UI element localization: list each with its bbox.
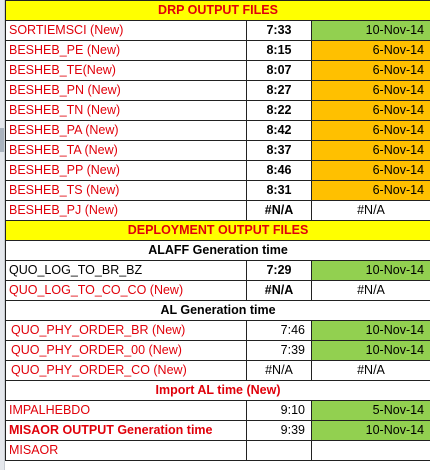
- file-label[interactable]: QUO_PHY_ORDER_BR (New): [5, 320, 247, 341]
- date-cell[interactable]: 5-Nov-14: [310, 400, 430, 421]
- table-row: BESHEB_PA (New) 8:42 6-Nov-14: [5, 120, 430, 141]
- date-cell[interactable]: 10-Nov-14: [310, 320, 430, 341]
- time-cell[interactable]: 7:46: [246, 320, 312, 341]
- file-label[interactable]: QUO_PHY_ORDER_CO (New): [5, 360, 247, 381]
- table-row: QUO_PHY_ORDER_CO (New) #N/A #N/A: [5, 360, 430, 381]
- time-cell[interactable]: #N/A: [246, 280, 312, 301]
- table-row: BESHEB_TA (New) 8:37 6-Nov-14: [5, 140, 430, 161]
- alaff-subsection-title: ALAFF Generation time: [4, 240, 430, 261]
- table-row: BESHEB_PE (New) 8:15 6-Nov-14: [5, 40, 430, 61]
- table-row: QUO_LOG_TO_BR_BZ 7:29 10-Nov-14: [5, 260, 430, 281]
- file-label[interactable]: MISAOR OUTPUT Generation time: [5, 420, 247, 441]
- table-row: BESHEB_TS (New) 8:31 6-Nov-14: [5, 180, 430, 201]
- time-cell[interactable]: 8:22: [246, 100, 312, 121]
- time-cell[interactable]: [246, 440, 312, 461]
- deployment-section-title: DEPLOYMENT OUTPUT FILES: [4, 220, 430, 241]
- collapse-handle[interactable]: [0, 128, 4, 152]
- table-row: BESHEB_PP (New) 8:46 6-Nov-14: [5, 160, 430, 181]
- file-label[interactable]: IMPALHEBDO: [5, 400, 247, 421]
- import-al-subsection-title: Import AL time (New): [4, 380, 430, 401]
- date-cell[interactable]: 6-Nov-14: [310, 100, 430, 121]
- time-cell[interactable]: 8:46: [246, 160, 312, 181]
- table-row: IMPALHEBDO 9:10 5-Nov-14: [5, 400, 430, 421]
- date-cell[interactable]: 6-Nov-14: [310, 40, 430, 61]
- date-cell[interactable]: #N/A: [310, 200, 430, 221]
- date-cell[interactable]: 6-Nov-14: [310, 180, 430, 201]
- time-cell[interactable]: 7:39: [246, 340, 312, 361]
- date-cell[interactable]: 6-Nov-14: [310, 60, 430, 81]
- time-cell[interactable]: 8:37: [246, 140, 312, 161]
- time-cell[interactable]: 8:15: [246, 40, 312, 61]
- table-row: MISAOR: [5, 440, 430, 461]
- time-cell[interactable]: 8:27: [246, 80, 312, 101]
- time-cell[interactable]: 8:42: [246, 120, 312, 141]
- date-cell[interactable]: [310, 440, 430, 461]
- date-cell[interactable]: 6-Nov-14: [310, 120, 430, 141]
- table-row: QUO_PHY_ORDER_BR (New) 7:46 10-Nov-14: [5, 320, 430, 341]
- file-label[interactable]: BESHEB_PE (New): [5, 40, 247, 61]
- date-cell[interactable]: #N/A: [310, 360, 430, 381]
- time-cell[interactable]: #N/A: [246, 200, 312, 221]
- table-row: BESHEB_TN (New) 8:22 6-Nov-14: [5, 100, 430, 121]
- time-cell[interactable]: 9:39: [246, 420, 312, 441]
- time-cell[interactable]: #N/A: [246, 360, 312, 381]
- al-subsection-title: AL Generation time: [4, 300, 430, 321]
- table-row: MISAOR OUTPUT Generation time 9:39 10-No…: [5, 420, 430, 441]
- file-label[interactable]: MISAOR: [5, 440, 247, 461]
- file-label[interactable]: BESHEB_PJ (New): [5, 200, 247, 221]
- time-cell[interactable]: 7:29: [246, 260, 312, 281]
- file-label[interactable]: SORTIEMSCI (New): [5, 20, 247, 41]
- time-cell[interactable]: 8:07: [246, 60, 312, 81]
- table-row: BESHEB_PN (New) 8:27 6-Nov-14: [5, 80, 430, 101]
- table-row: QUO_PHY_ORDER_00 (New) 7:39 10-Nov-14: [5, 340, 430, 361]
- date-cell[interactable]: 10-Nov-14: [310, 20, 430, 41]
- date-cell[interactable]: 6-Nov-14: [310, 160, 430, 181]
- table-row: QUO_LOG_TO_CO_CO (New) #N/A #N/A: [5, 280, 430, 301]
- file-label[interactable]: QUO_LOG_TO_BR_BZ: [5, 260, 247, 281]
- table-row: SORTIEMSCI (New) 7:33 10-Nov-14: [5, 20, 430, 41]
- date-cell[interactable]: 10-Nov-14: [310, 420, 430, 441]
- date-cell[interactable]: #N/A: [310, 280, 430, 301]
- file-label[interactable]: BESHEB_PP (New): [5, 160, 247, 181]
- file-label[interactable]: BESHEB_TN (New): [5, 100, 247, 121]
- table-row: BESHEB_PJ (New) #N/A #N/A: [5, 200, 430, 221]
- date-cell[interactable]: 6-Nov-14: [310, 140, 430, 161]
- file-label[interactable]: QUO_PHY_ORDER_00 (New): [5, 340, 247, 361]
- time-cell[interactable]: 8:31: [246, 180, 312, 201]
- output-files-sheet: DRP OUTPUT FILES SORTIEMSCI (New) 7:33 1…: [4, 0, 430, 461]
- table-row: BESHEB_TE(New) 8:07 6-Nov-14: [5, 60, 430, 81]
- file-label[interactable]: BESHEB_TA (New): [5, 140, 247, 161]
- file-label[interactable]: BESHEB_TE(New): [5, 60, 247, 81]
- sheet-left-edge: [0, 0, 5, 470]
- time-cell[interactable]: 7:33: [246, 20, 312, 41]
- file-label[interactable]: BESHEB_PA (New): [5, 120, 247, 141]
- date-cell[interactable]: 6-Nov-14: [310, 80, 430, 101]
- file-label[interactable]: QUO_LOG_TO_CO_CO (New): [5, 280, 247, 301]
- file-label[interactable]: BESHEB_PN (New): [5, 80, 247, 101]
- date-cell[interactable]: 10-Nov-14: [310, 340, 430, 361]
- drp-section-title: DRP OUTPUT FILES: [4, 0, 430, 21]
- date-cell[interactable]: 10-Nov-14: [310, 260, 430, 281]
- file-label[interactable]: BESHEB_TS (New): [5, 180, 247, 201]
- time-cell[interactable]: 9:10: [246, 400, 312, 421]
